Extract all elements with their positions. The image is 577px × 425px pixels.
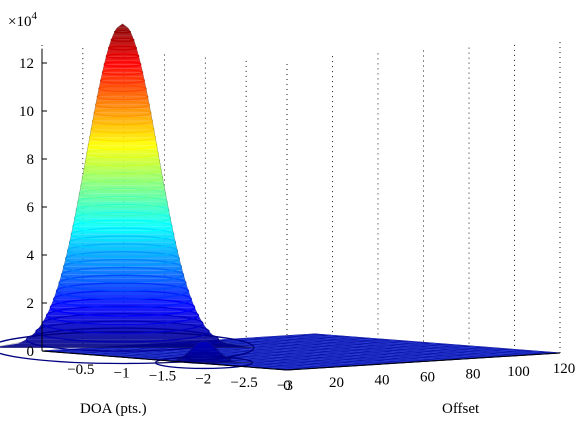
- z-tick-label: 0: [27, 344, 35, 360]
- z-tick-label: 8: [27, 152, 35, 168]
- doa-tick-label: −0.5: [67, 362, 94, 378]
- y-axis-label: Offset: [442, 401, 480, 417]
- doa-tick-label: −2: [195, 372, 211, 388]
- doa-tick-label: −1: [114, 365, 130, 381]
- surface-mesh: [0, 24, 560, 370]
- z-tick-label: 12: [19, 56, 34, 72]
- z-tick-label: 2: [27, 296, 35, 312]
- z-exponent-label: ×104: [8, 10, 37, 30]
- offset-tick-label: 20: [329, 375, 344, 391]
- offset-tick-label: 80: [466, 367, 481, 383]
- offset-tick-label: 40: [375, 372, 390, 388]
- z-tick-label: 10: [19, 104, 34, 120]
- offset-tick-label: 120: [553, 361, 576, 377]
- z-tick-label: 4: [27, 248, 35, 264]
- offset-tick-label: 0: [283, 378, 291, 394]
- z-tick-label: 6: [27, 200, 35, 216]
- doa-tick-label: −1.5: [149, 369, 176, 385]
- offset-tick-label: 100: [507, 364, 530, 380]
- offset-tick-label: 60: [420, 370, 435, 386]
- doa-tick-label: −2.5: [231, 375, 258, 391]
- x-axis-label: DOA (pts.): [80, 401, 147, 417]
